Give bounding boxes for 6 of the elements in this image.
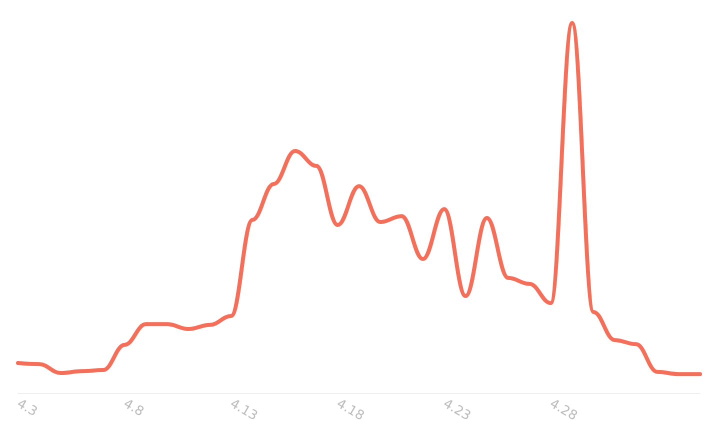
x-tick-label: 4.13 bbox=[227, 396, 260, 424]
x-tick-label: 4.8 bbox=[120, 396, 146, 420]
x-tick-label: 4.18 bbox=[334, 396, 366, 424]
x-tick-label: 4.3 bbox=[14, 396, 40, 420]
x-tick-label: 4.28 bbox=[547, 396, 580, 424]
x-tick-label: 4.23 bbox=[440, 396, 474, 424]
